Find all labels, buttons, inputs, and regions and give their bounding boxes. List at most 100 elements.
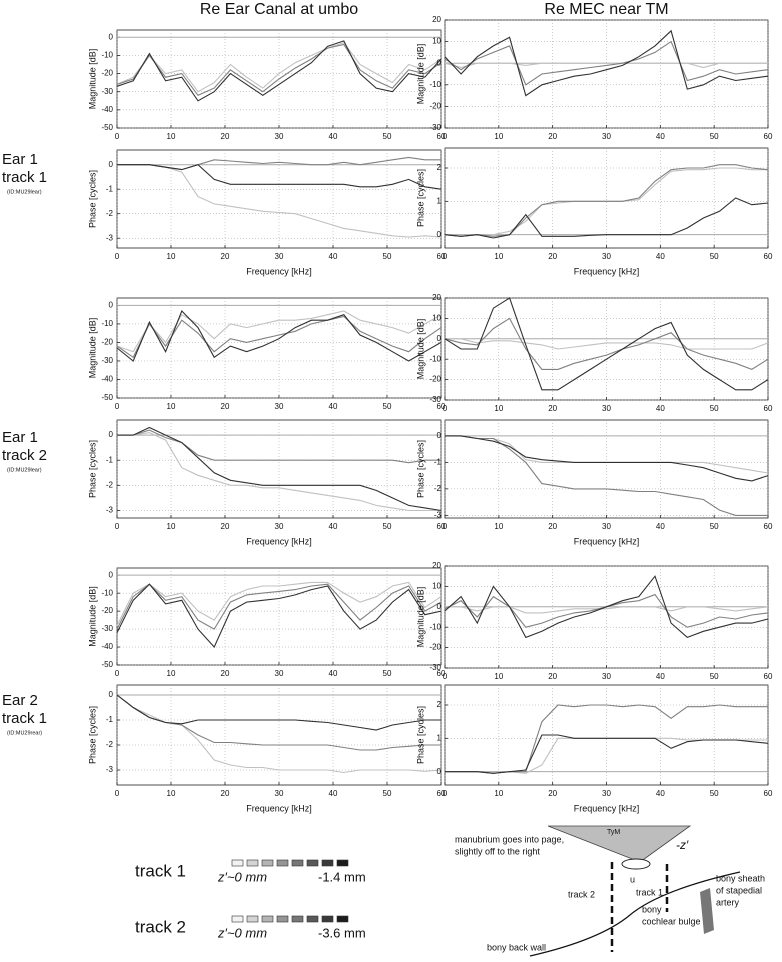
y-axis-label: Magnitude [dB] bbox=[415, 319, 425, 380]
x-tick-label: 40 bbox=[329, 402, 338, 411]
y-axis-label: Magnitude [dB] bbox=[87, 318, 97, 379]
x-tick-label: 50 bbox=[383, 252, 392, 261]
y-tick-label: 10 bbox=[432, 582, 441, 591]
x-tick-label: 40 bbox=[656, 252, 665, 261]
legend-swatch bbox=[261, 915, 274, 923]
x-tick-label: 40 bbox=[329, 789, 338, 798]
y-tick-label: 0 bbox=[109, 32, 114, 41]
diagram-note: manubrium goes into page, bbox=[455, 834, 564, 844]
x-tick-label: 10 bbox=[494, 404, 503, 413]
y-tick-label: 0 bbox=[109, 301, 114, 310]
data-line bbox=[445, 338, 769, 350]
x-axis-label: Frequency [kHz] bbox=[574, 266, 640, 276]
x-tick-label: 0 bbox=[115, 789, 120, 798]
legend-swatch bbox=[306, 915, 319, 923]
legend-label: track 2 bbox=[135, 917, 186, 936]
diagram-label: track 2 bbox=[568, 889, 595, 899]
data-line bbox=[116, 40, 442, 102]
x-tick-label: 10 bbox=[167, 132, 176, 141]
column-title: Re MEC near TM bbox=[544, 1, 668, 18]
x-tick-label: 30 bbox=[602, 522, 611, 531]
plot-frame bbox=[444, 147, 769, 249]
panel: 0 10 20 30 40 50 60 -50 -40 -30 -20 -10 0 Magnitude [… bbox=[87, 297, 446, 411]
y-tick-label: -3 bbox=[434, 510, 442, 519]
row-label: Ear 1 bbox=[2, 151, 38, 168]
legend-swatch bbox=[246, 915, 259, 923]
diagram-label: artery bbox=[716, 897, 740, 907]
x-tick-label: 40 bbox=[656, 522, 665, 531]
x-tick-label: 60 bbox=[437, 402, 446, 411]
diagram-label: bony bbox=[642, 904, 662, 914]
y-tick-label: -2 bbox=[106, 480, 114, 489]
data-line bbox=[116, 310, 442, 362]
legend-label: track 1 bbox=[135, 861, 186, 880]
y-tick-label: -1 bbox=[106, 184, 114, 193]
x-axis-label: Frequency [kHz] bbox=[574, 803, 640, 813]
y-axis-label: Phase [cycles] bbox=[87, 440, 97, 498]
panel: 0 10 20 30 40 50 60 -50 -40 -30 -20 -10 0 Magnitude [… bbox=[87, 1, 446, 141]
y-axis-label: Phase [cycles] bbox=[415, 706, 425, 764]
x-tick-label: 20 bbox=[221, 789, 230, 798]
x-axis-label: Frequency [kHz] bbox=[574, 536, 640, 546]
x-tick-label: 10 bbox=[167, 789, 176, 798]
data-line bbox=[444, 62, 768, 69]
x-tick-label: 0 bbox=[115, 132, 120, 141]
diagram-label: bony sheath bbox=[716, 873, 765, 883]
legend-swatch bbox=[291, 915, 304, 923]
y-tick-label: -20 bbox=[429, 643, 441, 652]
diagram-label: bony back wall bbox=[487, 942, 546, 952]
row-id: (ID:MU29lear) bbox=[7, 467, 42, 473]
x-tick-label: 20 bbox=[221, 522, 230, 531]
x-tick-label: 20 bbox=[221, 669, 230, 678]
x-tick-label: 60 bbox=[764, 404, 773, 413]
data-line bbox=[445, 435, 769, 482]
y-tick-label: -30 bbox=[101, 624, 113, 633]
x-tick-label: 60 bbox=[764, 672, 773, 681]
x-tick-label: 40 bbox=[656, 789, 665, 798]
y-tick-label: -3 bbox=[106, 765, 114, 774]
data-line bbox=[116, 583, 442, 630]
legend-swatch bbox=[321, 915, 334, 923]
y-tick-label: -2 bbox=[106, 209, 114, 218]
legend-range-start: z′~0 mm bbox=[217, 925, 267, 940]
y-axis-label: Magnitude [dB] bbox=[415, 44, 425, 105]
y-axis-label: Magnitude [dB] bbox=[87, 49, 97, 110]
diagram: manubrium goes into page, slightly off t… bbox=[455, 825, 765, 957]
x-tick-label: 60 bbox=[437, 252, 446, 261]
x-tick-label: 30 bbox=[275, 132, 284, 141]
y-tick-label: 0 bbox=[109, 160, 114, 169]
x-tick-label: 60 bbox=[764, 252, 773, 261]
data-line bbox=[116, 43, 442, 96]
x-tick-label: 0 bbox=[443, 404, 448, 413]
y-tick-label: 0 bbox=[437, 431, 442, 440]
y-tick-label: -30 bbox=[429, 395, 441, 404]
legend-swatch bbox=[231, 915, 244, 923]
x-tick-label: 30 bbox=[602, 132, 611, 141]
x-tick-label: 60 bbox=[437, 669, 446, 678]
y-axis-label: Magnitude [dB] bbox=[415, 587, 425, 648]
data-line bbox=[116, 583, 442, 648]
data-line bbox=[117, 164, 442, 238]
x-tick-label: 50 bbox=[383, 789, 392, 798]
x-tick-label: 50 bbox=[383, 132, 392, 141]
x-tick-label: 40 bbox=[656, 404, 665, 413]
row-id: (ID:MU29rear) bbox=[7, 730, 42, 736]
y-tick-label: -10 bbox=[101, 51, 113, 60]
y-axis-label: Phase [cycles] bbox=[87, 706, 97, 764]
legend-swatch bbox=[336, 915, 349, 923]
y-tick-label: -50 bbox=[101, 123, 113, 132]
x-tick-label: 10 bbox=[167, 252, 176, 261]
x-tick-label: 10 bbox=[494, 522, 503, 531]
x-tick-label: 0 bbox=[115, 522, 120, 531]
y-tick-label: -20 bbox=[101, 338, 113, 347]
data-line bbox=[117, 164, 442, 190]
row-label: Ear 2 bbox=[2, 692, 38, 709]
data-line bbox=[445, 435, 768, 516]
diagram-label: track 1 bbox=[636, 887, 663, 897]
data-line bbox=[116, 581, 442, 626]
x-tick-label: 30 bbox=[275, 252, 284, 261]
